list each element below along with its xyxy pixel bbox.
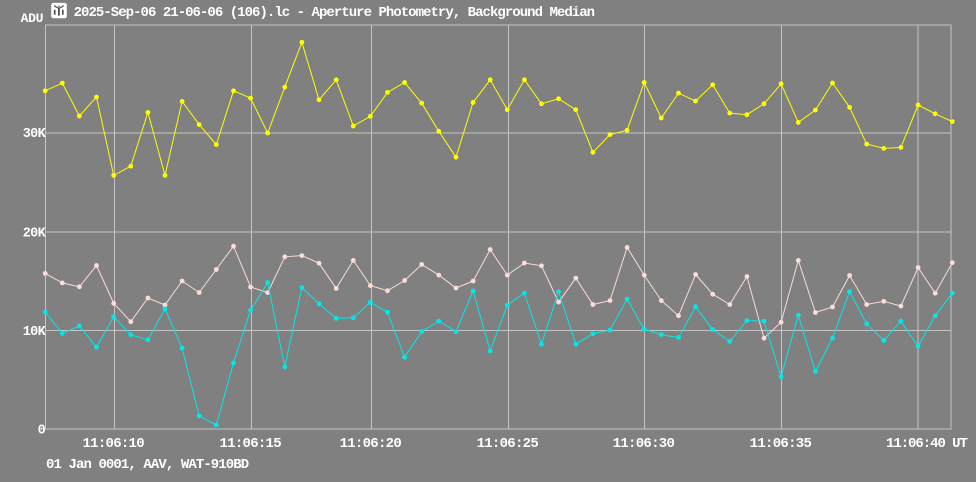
svg-text:11:06:35: 11:06:35 [750,436,812,452]
svg-text:11:06:15: 11:06:15 [219,436,281,452]
svg-text:20K: 20K [23,227,47,242]
svg-text:11:06:10: 11:06:10 [82,436,144,452]
svg-text:ADU: ADU [21,11,44,26]
svg-text:30K: 30K [23,127,47,142]
svg-text:2025-Sep-06 21-06-06 (106).lc: 2025-Sep-06 21-06-06 (106).lc - Aperture… [74,5,595,21]
svg-text:10K: 10K [23,325,47,340]
svg-text:11:06:20: 11:06:20 [340,436,402,452]
svg-text:11:06:40 UT: 11:06:40 UT [886,436,968,452]
svg-text:11:06:30: 11:06:30 [613,436,675,452]
svg-text:11:06:25: 11:06:25 [477,436,539,452]
svg-text:01 Jan 0001, AAV, WAT-910BD: 01 Jan 0001, AAV, WAT-910BD [46,457,249,473]
svg-text:0: 0 [38,423,46,438]
